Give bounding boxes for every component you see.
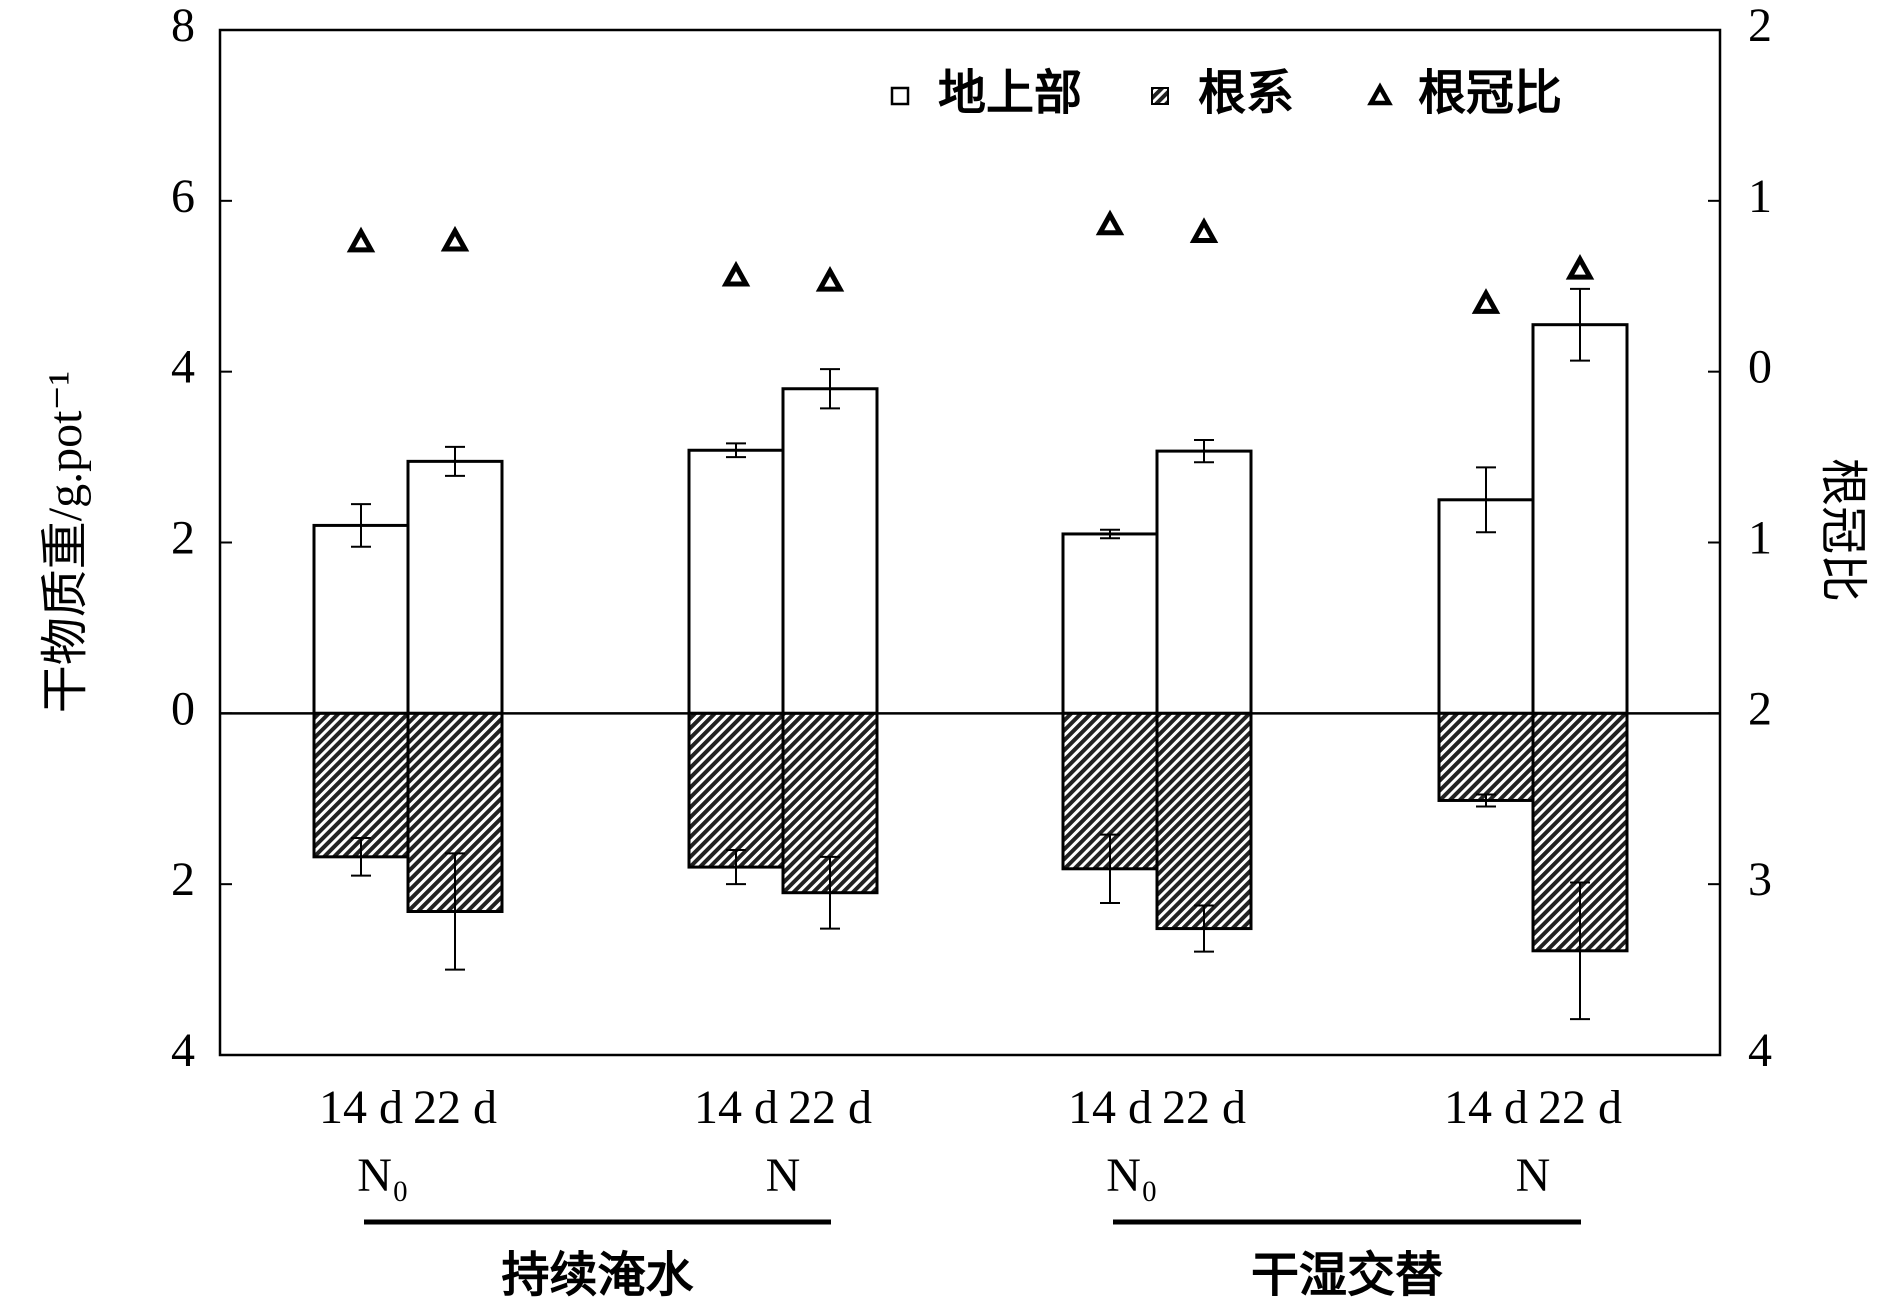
error-bar: [1100, 833, 1120, 904]
error-bar: [1570, 287, 1590, 362]
shoot-bar: [687, 448, 785, 715]
ratio-marker: [440, 225, 470, 252]
y-tick-label: 4: [171, 341, 195, 394]
x-tick-label: 14 d: [319, 1081, 403, 1134]
group-label: N₀: [357, 1149, 408, 1202]
plot-frame: [218, 28, 1722, 1057]
legend-swatch: [1367, 82, 1393, 106]
group-label: N: [1516, 1149, 1551, 1202]
root-bar: [687, 711, 785, 869]
ratio-marker: [1471, 288, 1501, 314]
error-bar: [1570, 881, 1590, 1021]
supergroup-label: 干湿交替: [1251, 1247, 1443, 1299]
x-tick-label: 22 d: [1162, 1081, 1246, 1134]
error-bar: [351, 837, 371, 877]
error-bar: [1476, 466, 1496, 534]
shoot-bar: [1531, 323, 1629, 715]
group-label: N₀: [1106, 1149, 1157, 1202]
x-tick-label: 14 d: [694, 1081, 778, 1134]
error-bar: [1194, 439, 1214, 464]
y2-tick-label: 0: [1748, 341, 1772, 394]
shoot-bar: [1155, 449, 1253, 715]
legend-swatch: [890, 86, 910, 106]
error-bar: [1194, 904, 1214, 953]
shoot-bar: [1061, 532, 1159, 715]
x-tick-label: 22 d: [788, 1081, 872, 1134]
ratio-marker: [721, 260, 751, 287]
root-bar: [1155, 711, 1253, 931]
ratio-marker: [1565, 254, 1595, 280]
root-bar: [312, 711, 410, 859]
y2-tick-label: 2: [1748, 0, 1772, 52]
x-tick-label: 14 d: [1444, 1081, 1528, 1134]
y2-tick-label: 1: [1748, 170, 1772, 223]
error-bar: [351, 503, 371, 548]
x-tick-label: 14 d: [1068, 1081, 1152, 1134]
y-tick-label: 2: [171, 853, 195, 906]
x-tick-label: 22 d: [413, 1081, 497, 1134]
ratio-marker: [346, 226, 376, 253]
y-tick-label: 6: [171, 170, 195, 223]
error-bar: [1476, 793, 1496, 808]
error-bar: [820, 855, 840, 930]
legend-swatch: [1151, 87, 1169, 105]
supergroup-label: 持续淹水: [501, 1247, 694, 1299]
y-tick-label: 4: [171, 1024, 195, 1077]
y-tick-label: 8: [171, 0, 195, 52]
error-bar: [726, 849, 746, 886]
group-label: N: [766, 1149, 801, 1202]
error-bar: [445, 852, 465, 971]
shoot-bar: [781, 387, 879, 715]
y2-axis-label: 根冠比: [1816, 458, 1869, 602]
shoot-bar: [406, 459, 504, 715]
legend-label: 根冠比: [1418, 65, 1562, 121]
y2-tick-label: 3: [1748, 853, 1772, 906]
y2-tick-label: 1: [1748, 512, 1772, 565]
error-bar: [726, 442, 746, 459]
y-axis-label: 干物质重/g.pot⁻¹: [39, 371, 92, 713]
shoot-bar: [312, 523, 410, 715]
x-tick-label: 22 d: [1538, 1081, 1622, 1134]
error-bar: [445, 445, 465, 477]
legend-label: 地上部: [938, 65, 1082, 121]
error-bar: [1100, 528, 1120, 540]
error-bar: [820, 368, 840, 410]
y-tick-label: 0: [171, 682, 195, 735]
legend-label: 根系: [1198, 65, 1294, 121]
root-bar: [1437, 711, 1535, 802]
ratio-marker: [1095, 209, 1125, 236]
y2-tick-label: 2: [1748, 682, 1772, 735]
y-tick-label: 2: [171, 512, 195, 565]
ratio-marker: [1189, 217, 1219, 243]
ratio-marker: [815, 265, 845, 292]
y2-tick-label: 4: [1748, 1024, 1772, 1077]
